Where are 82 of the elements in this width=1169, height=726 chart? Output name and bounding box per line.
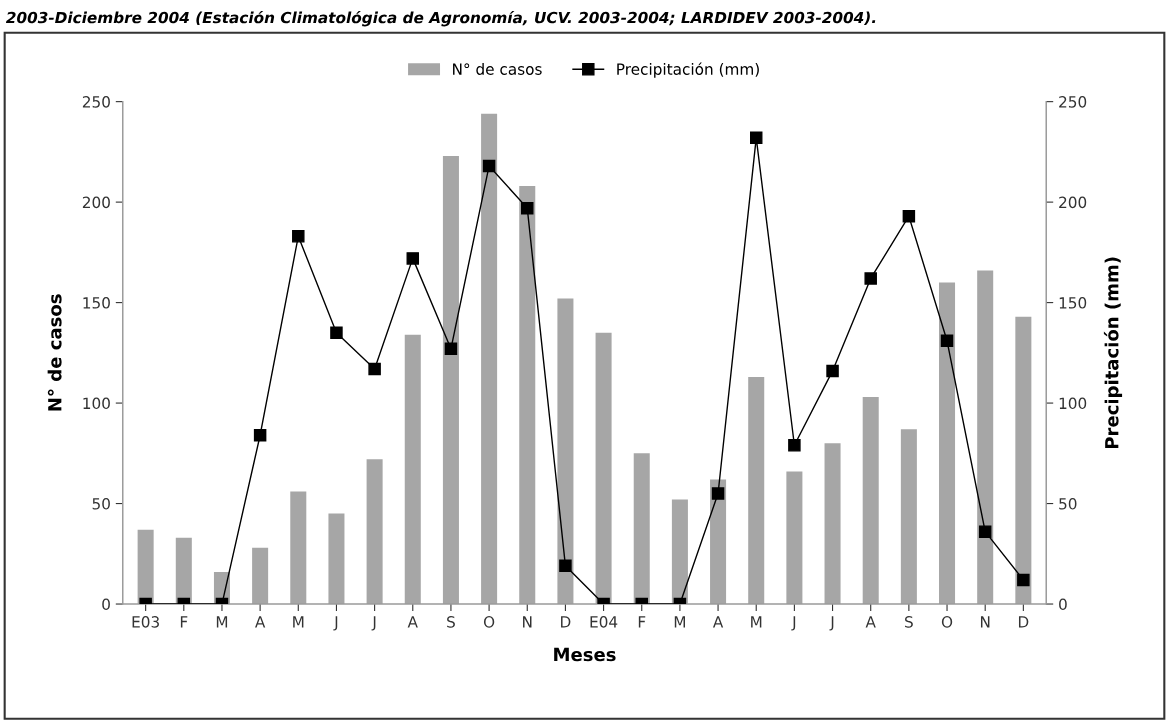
x-tick-label: D	[1018, 616, 1029, 628]
bar	[175, 537, 192, 605]
point	[788, 439, 801, 452]
text: 2003-Diciembre 2004 (Estación Climatológica de Agronomía, UCV. 2003-2004; LARDIDEV 2003-2004).	[5, 10, 876, 27]
point	[940, 334, 954, 348]
x-tick-label: J	[333, 616, 338, 631]
bar	[366, 459, 383, 605]
point	[978, 525, 992, 538]
x-tick-label: F	[180, 616, 188, 628]
y-axis-title: N° de casos	[47, 294, 62, 411]
bar	[252, 547, 269, 605]
x-tick-label: J	[371, 616, 376, 631]
y2-tick-label: 200	[1059, 196, 1087, 209]
bar	[786, 471, 803, 605]
x-tick-label: A	[712, 616, 724, 628]
bar	[900, 429, 917, 605]
legend-label: N° de casos	[453, 63, 542, 75]
y2-tick-label: 0	[1059, 598, 1067, 611]
x-axis-title: Meses	[554, 647, 616, 662]
bar	[137, 529, 154, 605]
x-tick-label: M	[751, 616, 762, 628]
y-tick-label: 150	[83, 297, 110, 309]
y2-tick-label: 100	[1059, 397, 1087, 410]
bar	[748, 376, 765, 605]
point	[330, 326, 343, 339]
bar	[290, 491, 307, 605]
point	[711, 487, 725, 500]
x-tick-label: F	[638, 616, 646, 628]
bar	[824, 443, 841, 605]
x-tick-label: N	[980, 616, 990, 628]
x-tick-label: J	[791, 616, 796, 631]
bar	[519, 186, 536, 605]
bar	[671, 499, 688, 605]
x-tick-label: M	[293, 616, 304, 628]
x-tick-label: M	[216, 616, 228, 628]
point	[1017, 573, 1030, 587]
bar	[1015, 316, 1032, 605]
bar	[404, 334, 421, 605]
bar	[939, 282, 956, 605]
x-tick-label: O	[941, 616, 953, 628]
x-tick-label: A	[865, 616, 876, 628]
bar	[977, 270, 994, 605]
bar	[862, 397, 879, 605]
x-tick-label: J	[829, 616, 834, 631]
point	[292, 230, 305, 243]
y-tick-label: 200	[82, 196, 110, 209]
y2-axis-title: Precipitación (mm)	[1103, 257, 1123, 449]
point	[368, 362, 381, 376]
point	[521, 201, 534, 215]
y-tick-label: 250	[82, 96, 110, 108]
x-tick-label: O	[483, 616, 495, 628]
y-tick-label: 50	[92, 498, 110, 510]
y2-tick-label: 250	[1059, 96, 1087, 108]
x-tick-label: S	[447, 616, 455, 628]
x-tick-label: E03	[132, 616, 159, 628]
bar	[633, 453, 650, 605]
x-tick-label: E04	[590, 616, 618, 628]
point	[253, 428, 267, 442]
x-tick-label: S	[905, 616, 913, 628]
point	[559, 559, 572, 573]
point	[482, 159, 496, 173]
point	[444, 342, 458, 356]
point	[826, 364, 839, 378]
x-tick-label: D	[561, 616, 571, 628]
y2-tick-label: 50	[1059, 498, 1077, 510]
x-tick-label: N	[523, 616, 532, 628]
bar	[328, 513, 345, 605]
bar	[557, 298, 574, 605]
bar	[595, 332, 612, 605]
y-tick-label: 0	[102, 598, 110, 611]
point	[406, 252, 420, 265]
x-tick-label: M	[674, 616, 685, 628]
y2-tick-label: 150	[1059, 297, 1087, 309]
legend-label: Precipitación (mm)	[617, 62, 759, 78]
point	[749, 131, 763, 145]
point	[864, 272, 877, 285]
bar	[442, 155, 459, 605]
bar	[481, 113, 498, 605]
point	[902, 209, 916, 223]
x-tick-label: A	[255, 616, 266, 628]
y-tick-label: 100	[83, 397, 110, 410]
x-tick-label: A	[407, 616, 418, 628]
